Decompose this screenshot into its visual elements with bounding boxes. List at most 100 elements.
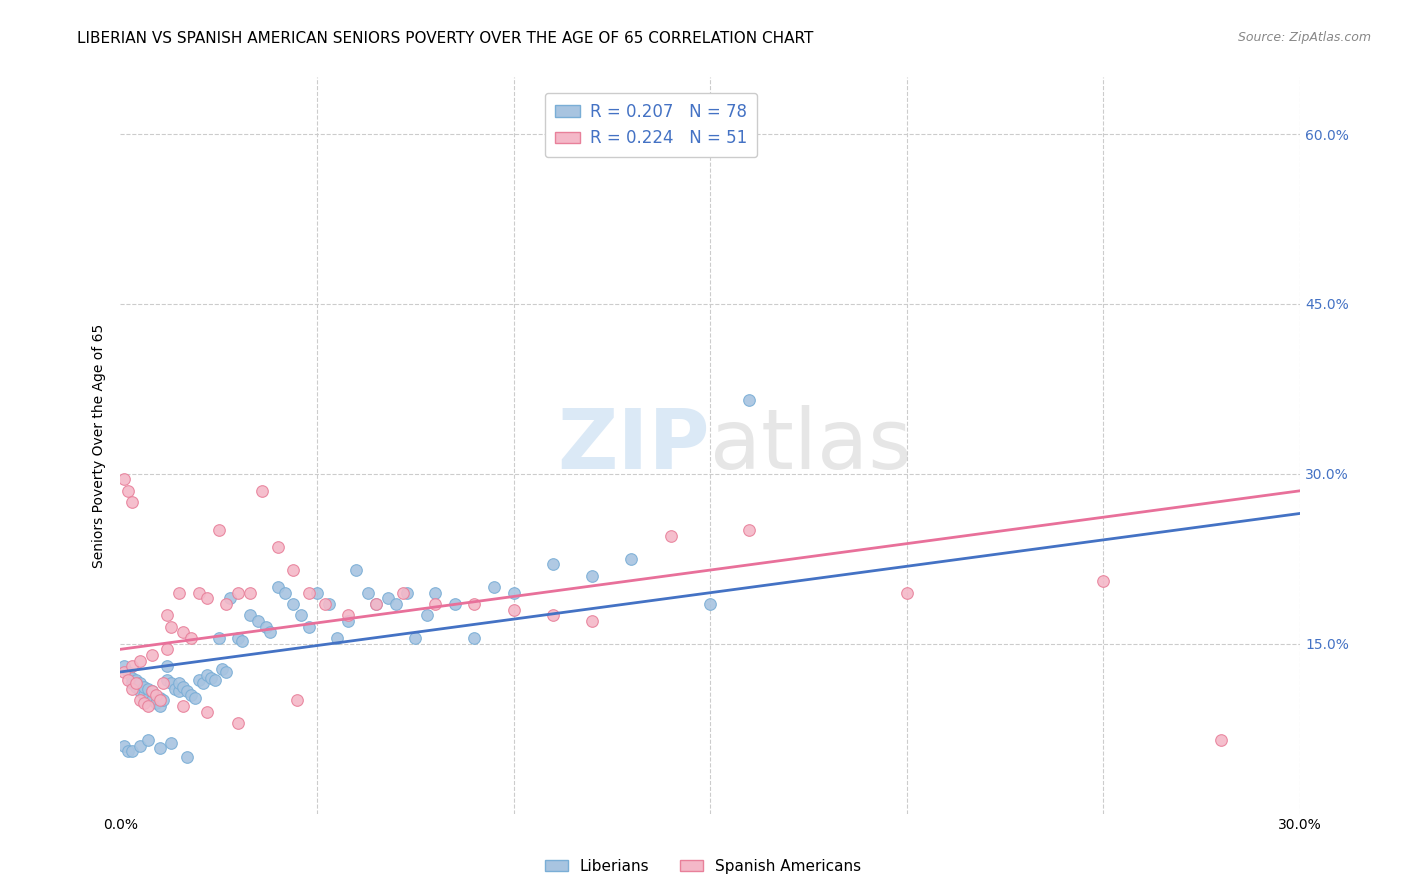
Point <box>502 603 524 617</box>
Point <box>581 568 603 582</box>
Point <box>167 585 190 599</box>
Point <box>128 684 150 698</box>
Point <box>215 665 238 679</box>
Point <box>117 673 139 687</box>
Point <box>283 597 305 611</box>
Point <box>167 684 190 698</box>
Point <box>187 585 209 599</box>
Point <box>128 693 150 707</box>
Point <box>156 673 179 687</box>
Point <box>148 740 170 755</box>
Point <box>219 591 242 606</box>
Point <box>226 631 249 645</box>
Point <box>699 597 721 611</box>
Point <box>392 585 415 599</box>
Point <box>298 620 321 634</box>
Point <box>423 597 446 611</box>
Point <box>191 676 214 690</box>
Point <box>364 597 387 611</box>
Text: ZIP: ZIP <box>558 405 710 486</box>
Text: atlas: atlas <box>710 405 912 486</box>
Point <box>254 620 277 634</box>
Point <box>318 597 340 611</box>
Point <box>1092 574 1115 589</box>
Point <box>231 634 253 648</box>
Point <box>148 698 170 713</box>
Point <box>141 684 163 698</box>
Point <box>145 696 167 710</box>
Point <box>121 495 143 509</box>
Point <box>377 591 399 606</box>
Point <box>1211 733 1233 747</box>
Point <box>176 750 198 764</box>
Point <box>344 563 367 577</box>
Point <box>136 698 159 713</box>
Point <box>396 585 419 599</box>
Point <box>141 684 163 698</box>
Point <box>180 631 202 645</box>
Point <box>290 608 312 623</box>
Point <box>160 736 183 750</box>
Point <box>239 608 262 623</box>
Point <box>176 684 198 698</box>
Point <box>128 676 150 690</box>
Point <box>136 733 159 747</box>
Point <box>128 739 150 753</box>
Point <box>156 659 179 673</box>
Text: LIBERIAN VS SPANISH AMERICAN SENIORS POVERTY OVER THE AGE OF 65 CORRELATION CHAR: LIBERIAN VS SPANISH AMERICAN SENIORS POV… <box>77 31 814 46</box>
Point <box>136 681 159 696</box>
Point <box>314 597 336 611</box>
Point <box>337 608 360 623</box>
Point <box>207 631 229 645</box>
Point <box>125 676 148 690</box>
Point <box>145 688 167 702</box>
Point <box>156 608 179 623</box>
Point <box>482 580 505 594</box>
Point <box>136 691 159 706</box>
Point <box>195 591 218 606</box>
Point <box>502 585 524 599</box>
Point <box>384 597 406 611</box>
Point <box>117 744 139 758</box>
Point <box>541 608 564 623</box>
Point <box>167 676 190 690</box>
Point <box>443 597 465 611</box>
Point <box>172 698 194 713</box>
Point <box>204 673 226 687</box>
Point <box>117 665 139 679</box>
Point <box>112 473 135 487</box>
Point <box>738 393 761 408</box>
Point <box>211 662 233 676</box>
Point <box>156 642 179 657</box>
Point <box>463 631 485 645</box>
Point <box>239 585 262 599</box>
Point <box>246 614 269 628</box>
Point <box>463 597 485 611</box>
Point <box>215 597 238 611</box>
Point <box>195 668 218 682</box>
Point <box>148 691 170 706</box>
Point <box>141 693 163 707</box>
Point <box>581 614 603 628</box>
Point <box>121 659 143 673</box>
Point <box>148 693 170 707</box>
Point <box>187 673 209 687</box>
Point <box>305 585 328 599</box>
Point <box>404 631 426 645</box>
Point <box>152 676 174 690</box>
Point <box>117 483 139 498</box>
Point <box>141 648 163 662</box>
Point <box>195 705 218 719</box>
Point <box>180 688 202 702</box>
Point <box>250 483 273 498</box>
Point <box>337 614 360 628</box>
Legend: Liberians, Spanish Americans: Liberians, Spanish Americans <box>538 853 868 880</box>
Point <box>112 659 135 673</box>
Text: Source: ZipAtlas.com: Source: ZipAtlas.com <box>1237 31 1371 45</box>
Point <box>132 696 155 710</box>
Point <box>226 715 249 730</box>
Point <box>285 693 308 707</box>
Point <box>207 524 229 538</box>
Point <box>266 541 288 555</box>
Point <box>160 676 183 690</box>
